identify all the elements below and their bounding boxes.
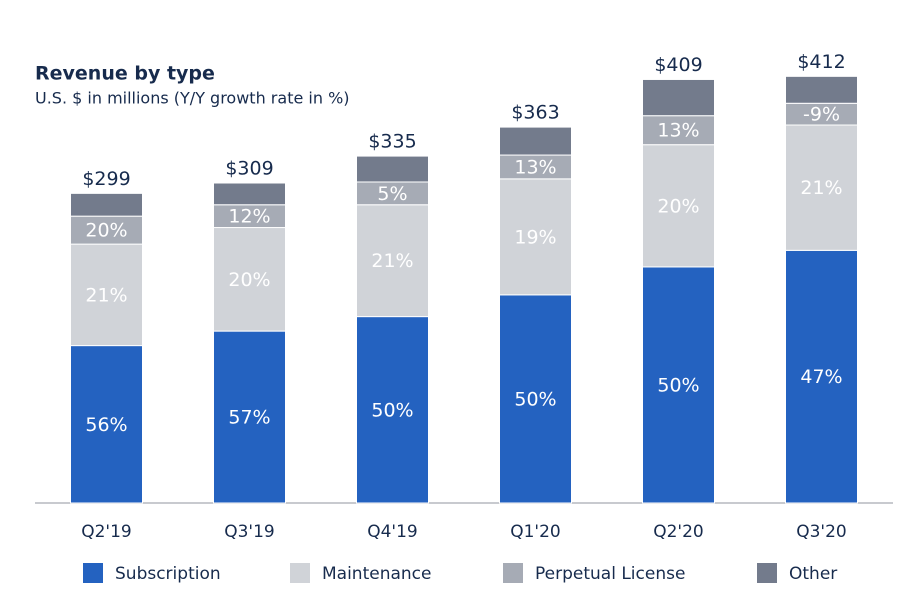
bar-segment [499,294,572,504]
bar-segment [642,115,715,146]
legend-swatch [83,563,103,583]
growth-label: 21% [371,250,413,272]
bar-segment [356,316,429,504]
legend-swatch [503,563,523,583]
bar-segment [642,144,715,268]
bar-segment [70,192,143,217]
bar-segment [70,243,143,347]
bar-segment [785,249,858,504]
growth-label: 5% [377,183,407,205]
bar-segment [356,155,429,183]
x-tick-label: Q2'20 [653,522,704,542]
bar-segment [642,78,715,117]
total-label: $299 [82,168,130,190]
bar-segment [642,266,715,504]
growth-label: 50% [657,374,699,396]
bar-segment [213,182,286,206]
legend-label: Maintenance [322,564,431,584]
growth-label: 20% [228,269,270,291]
total-label: $363 [511,102,559,124]
growth-label: 50% [514,388,556,410]
growth-label: 21% [85,284,127,306]
legend-label: Other [789,564,837,584]
bar-segment [499,126,572,156]
bar-segment [785,75,858,104]
legend-swatch [290,563,310,583]
x-tick-label: Q2'19 [81,522,132,542]
x-tick-label: Q3'20 [796,522,847,542]
growth-label: -9% [803,104,840,126]
total-label: $412 [797,51,845,73]
legend-label: Subscription [115,564,221,584]
growth-label: 13% [514,156,556,178]
growth-label: 47% [800,366,842,388]
bar-segment [213,227,286,332]
growth-label: 57% [228,407,270,429]
bar-segment [70,345,143,504]
legend-swatch [757,563,777,583]
growth-label: 56% [85,414,127,436]
chart-subtitle: U.S. $ in millions (Y/Y growth rate in %… [35,89,350,108]
x-tick-label: Q1'20 [510,522,561,542]
growth-label: 21% [800,177,842,199]
total-label: $335 [368,131,416,153]
chart-title: Revenue by type [35,63,215,85]
growth-label: 50% [371,399,413,421]
total-label: $309 [225,158,273,180]
x-tick-label: Q4'19 [367,522,418,542]
growth-label: 20% [85,220,127,242]
growth-label: 12% [228,206,270,228]
growth-label: 19% [514,226,556,248]
total-label: $409 [654,54,702,76]
growth-label: 13% [657,120,699,142]
bar-segment [213,330,286,504]
bar-segment [499,178,572,296]
bar-segment [356,204,429,318]
x-tick-label: Q3'19 [224,522,275,542]
legend-label: Perpetual License [535,564,685,584]
growth-label: 20% [657,195,699,217]
